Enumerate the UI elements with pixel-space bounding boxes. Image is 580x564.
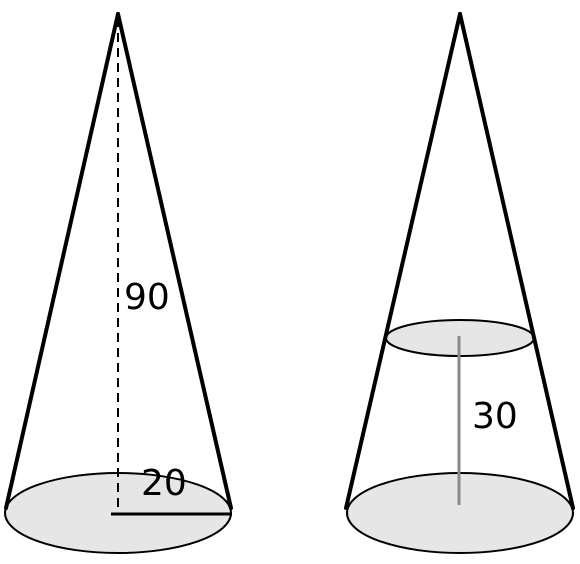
right-cone: 30 <box>344 12 575 554</box>
left-cone: 90 20 <box>4 12 233 554</box>
right-cone-frustum-height-label: 30 <box>472 396 518 437</box>
left-cone-side-left <box>4 12 120 510</box>
left-cone-height-label: 90 <box>124 277 170 318</box>
left-cone-radius-label: 20 <box>141 463 187 504</box>
left-cone-side-right <box>116 12 233 510</box>
right-cone-side-right <box>458 12 575 510</box>
right-cone-side-left <box>344 12 462 510</box>
